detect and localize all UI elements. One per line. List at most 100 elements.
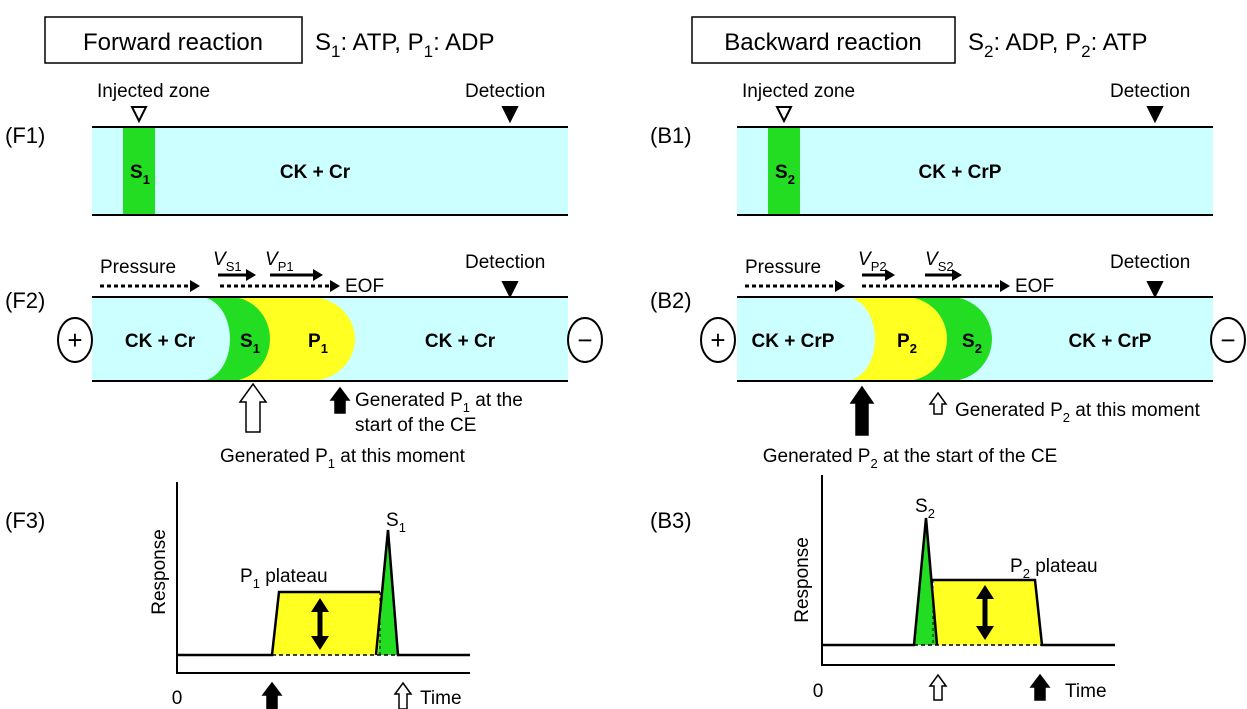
label: 0 [813,681,824,702]
label-part: S [915,496,928,517]
product-zone [850,297,947,381]
label-part: at the start of the CE [878,446,1058,467]
label-part: 2 [1081,42,1090,61]
label-part: 1 [399,520,406,535]
label-part: S [968,29,984,56]
label: Generated P2 at the start of the CE [763,446,1058,471]
label-part: P [240,566,253,587]
triangle-marker [501,106,519,124]
label-part: at this moment [1070,400,1201,421]
signal-trace [177,590,380,657]
label: CK + Cr [425,331,496,352]
label-part: 1 [328,456,335,471]
label: Detection [465,81,545,102]
label: Detection [1110,252,1190,273]
arrow-head [311,636,329,650]
capillary [737,127,1213,215]
label-part: : ATP, P [340,29,423,56]
label: VS2 [925,249,954,274]
arrow-head [952,269,962,281]
label: Pressure [100,257,176,278]
label-part: 1 [331,42,340,61]
arrow-head [311,598,329,612]
label-part: 1 [463,400,470,415]
label-part: Generated P [220,446,328,467]
triangle-marker [501,281,519,299]
open-arrow [928,673,948,701]
label: Detection [1110,81,1190,102]
label: + [67,325,82,355]
label: S2 [775,162,795,187]
label-part: Generated P [955,400,1063,421]
plateau-area [934,580,1042,645]
open-arrow [928,391,948,415]
label-part: P [897,331,910,352]
label-part: : ATP [1091,29,1148,56]
label-part: 1 [321,341,328,356]
label: 0 [172,688,183,709]
label-part: V [858,249,873,270]
label-part: S [386,510,399,531]
label: Injected zone [97,81,210,102]
label-part: plateau [1030,556,1098,577]
label-part: P [308,331,321,352]
label-part: V [265,249,280,270]
sample-zone [123,127,155,215]
label-part: 1 [143,172,150,187]
label-part: 2 [870,456,877,471]
axes [821,475,1115,666]
signal-trace [374,529,470,657]
label-part: S1 [226,259,242,274]
label: (B1) [650,123,692,148]
triangle-marker [775,106,793,124]
label-part: 2 [788,172,795,187]
open-arrow [238,382,268,433]
label: Response [792,537,813,623]
buffer-zone [92,297,230,381]
peak-area [914,518,936,645]
label-part: at the [470,390,523,411]
label-part: 2 [928,506,935,521]
label-part: 2 [910,341,917,356]
signal-trace [932,578,1115,647]
filled-arrow [849,385,875,436]
filled-arrow [1029,673,1051,701]
label: CK + CrP [1069,331,1152,352]
label-part: S [775,162,788,183]
label: EOF [1015,276,1054,297]
label: (F1) [5,123,45,148]
label: CK + Cr [125,331,196,352]
axes [176,482,470,674]
capillary [92,127,568,215]
label: Generated P2 at this moment [955,400,1201,425]
label: Generated P1 at this moment [220,446,466,471]
label-part: P2 [871,259,887,274]
electrode [700,317,736,363]
title-box [691,16,956,64]
electrode [57,317,93,363]
arrow-head [246,269,256,281]
label-part: V [213,249,228,270]
label: S1 [240,331,260,356]
label: VP2 [858,249,887,274]
label-part: S2 [938,259,954,274]
label: Pressure [745,257,821,278]
label: start of the CE [355,415,476,436]
arrow-head [330,280,340,292]
label: Time [420,688,462,709]
triangle-marker [1146,106,1164,124]
label: Generated P1 at the [355,390,523,415]
label-part: 2 [975,341,982,356]
label-part: : ADP [433,29,494,56]
arrow-head [190,280,200,292]
label: CK + Cr [280,162,351,183]
label-part: 2 [1023,566,1030,581]
label-part: S [315,29,331,56]
label: S2 [915,496,935,521]
label: CK + CrP [752,331,835,352]
plateau-area [272,592,380,655]
arrow-head [313,269,323,281]
label-part: Generated P [763,446,871,467]
label-part: S [240,331,253,352]
